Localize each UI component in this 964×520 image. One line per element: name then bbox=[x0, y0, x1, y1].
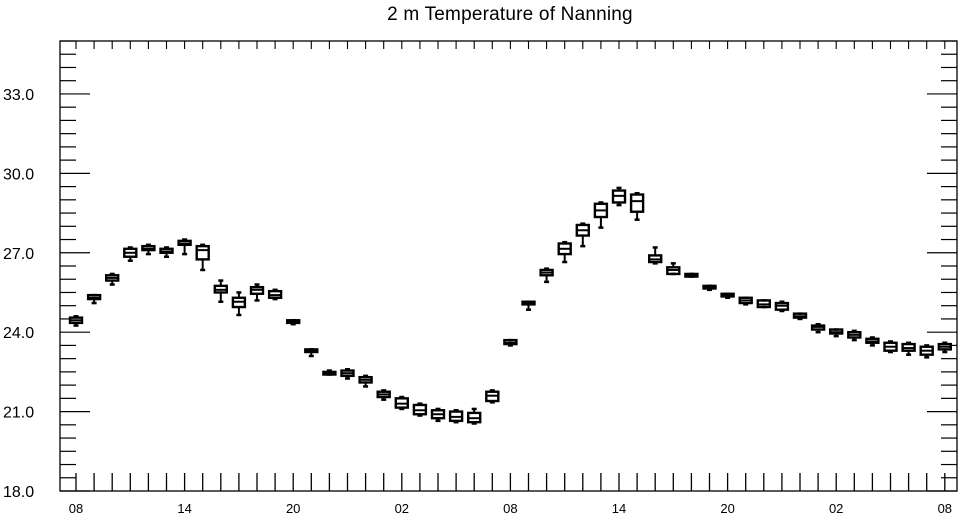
box-45 bbox=[883, 340, 898, 354]
box-27 bbox=[557, 240, 572, 264]
chart-title: 2 m Temperature of Nanning bbox=[387, 4, 633, 25]
box-30 bbox=[611, 186, 627, 207]
box-24 bbox=[503, 338, 518, 347]
box-26 bbox=[539, 267, 554, 284]
box-series bbox=[68, 186, 952, 425]
box-37 bbox=[738, 296, 753, 306]
box-47 bbox=[919, 344, 934, 359]
box-21 bbox=[448, 409, 464, 424]
box-12 bbox=[286, 319, 301, 326]
box-4 bbox=[141, 243, 156, 256]
box-9 bbox=[231, 291, 247, 317]
box-3 bbox=[123, 246, 138, 262]
box-42 bbox=[829, 328, 844, 338]
box-39 bbox=[774, 300, 790, 313]
box-11 bbox=[267, 288, 283, 301]
plot-frame bbox=[59, 40, 958, 492]
box-2 bbox=[104, 272, 120, 286]
box-1 bbox=[86, 293, 102, 305]
box-33 bbox=[666, 262, 681, 276]
x-tick-label: 14 bbox=[612, 501, 626, 516]
x-tick-label: 14 bbox=[177, 501, 191, 516]
box-38 bbox=[756, 299, 771, 309]
box-10 bbox=[249, 283, 265, 302]
box-31 bbox=[629, 191, 645, 221]
box-48 bbox=[937, 341, 952, 354]
box-34 bbox=[684, 272, 699, 278]
x-tick-label: 08 bbox=[938, 501, 952, 516]
box-35 bbox=[702, 284, 717, 292]
box-20 bbox=[430, 407, 446, 423]
y-tick-label: 24.0 bbox=[3, 325, 34, 342]
y-axis: 18.0 21.0 24.0 27.0 30.0 33.0 bbox=[3, 40, 957, 501]
y-tick-label: 30.0 bbox=[3, 166, 34, 183]
x-tick-label: 08 bbox=[503, 501, 517, 516]
box-15 bbox=[340, 367, 355, 380]
y-tick-label: 33.0 bbox=[3, 87, 34, 104]
x-tick-label: 02 bbox=[395, 501, 409, 516]
x-axis: 08 14 20 02 08 14 20 02 08 bbox=[69, 41, 952, 516]
box-40 bbox=[792, 312, 808, 321]
box-17 bbox=[376, 389, 391, 401]
box-body bbox=[195, 244, 210, 261]
box-14 bbox=[322, 369, 337, 376]
box-body bbox=[629, 193, 645, 213]
box-29 bbox=[593, 201, 609, 229]
box-36 bbox=[720, 292, 735, 300]
box-41 bbox=[810, 322, 826, 334]
x-tick-label: 08 bbox=[69, 501, 83, 516]
y-tick-label: 18.0 bbox=[3, 484, 34, 501]
box-13 bbox=[304, 348, 319, 358]
box-18 bbox=[394, 395, 409, 411]
box-32 bbox=[648, 246, 663, 265]
box-0 bbox=[68, 315, 84, 327]
box-43 bbox=[847, 329, 862, 342]
box-16 bbox=[358, 374, 373, 388]
box-46 bbox=[901, 341, 916, 356]
box-22 bbox=[467, 407, 482, 425]
plot-border bbox=[59, 40, 958, 492]
x-tick-label: 20 bbox=[720, 501, 734, 516]
box-7 bbox=[195, 243, 210, 272]
box-6 bbox=[177, 238, 192, 256]
box-28 bbox=[575, 222, 590, 248]
box-44 bbox=[865, 336, 880, 347]
y-tick-label: 21.0 bbox=[3, 405, 34, 422]
box-23 bbox=[485, 389, 500, 404]
x-tick-label: 20 bbox=[286, 501, 300, 516]
box-5 bbox=[159, 246, 174, 258]
box-19 bbox=[412, 402, 428, 417]
x-tick-label: 02 bbox=[829, 501, 843, 516]
box-8 bbox=[213, 279, 229, 303]
box-25 bbox=[521, 300, 536, 311]
y-tick-label: 27.0 bbox=[3, 246, 34, 263]
